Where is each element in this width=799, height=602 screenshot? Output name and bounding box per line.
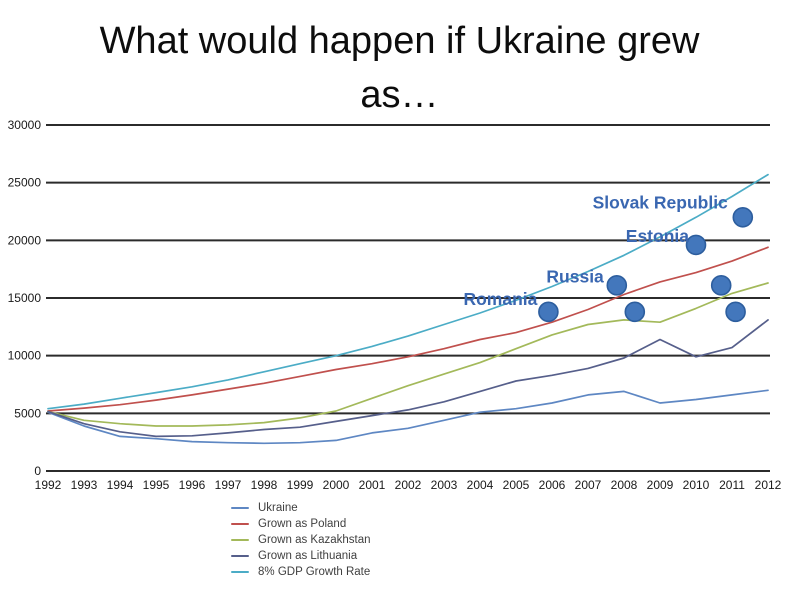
x-tick-label: 1998 bbox=[251, 478, 278, 492]
series-line-8-gdp-growth-rate bbox=[47, 173, 769, 410]
y-tick-label: 0 bbox=[34, 464, 41, 478]
scatter-label: Estonia bbox=[626, 226, 689, 246]
x-tick-label: 1993 bbox=[71, 478, 98, 492]
x-tick-label: 2008 bbox=[611, 478, 638, 492]
y-tick-label: 25000 bbox=[8, 176, 42, 190]
legend-swatch bbox=[231, 507, 249, 509]
legend-label: 8% GDP Growth Rate bbox=[258, 566, 371, 578]
y-tick-label: 20000 bbox=[8, 233, 42, 247]
x-tick-label: 2006 bbox=[539, 478, 566, 492]
x-tick-label: 2012 bbox=[755, 478, 782, 492]
x-tick-label: 2009 bbox=[647, 478, 674, 492]
legend-label: Grown as Poland bbox=[258, 518, 347, 530]
x-tick-label: 1994 bbox=[107, 478, 134, 492]
x-tick-label: 1997 bbox=[215, 478, 242, 492]
y-tick-label: 15000 bbox=[8, 291, 42, 305]
legend-label: Grown as Kazakhstan bbox=[258, 534, 371, 546]
legend-item-grown-as-poland: Grown as Poland bbox=[231, 516, 371, 532]
scatter-point-russia bbox=[606, 275, 628, 296]
y-tick-label: 30000 bbox=[8, 118, 42, 132]
scatter-label: Romania bbox=[463, 289, 537, 309]
legend-swatch bbox=[231, 571, 249, 573]
scatter-point bbox=[710, 275, 732, 296]
chart-title: What would happen if Ukraine grew as… bbox=[99, 20, 700, 116]
x-tick-label: 2003 bbox=[431, 478, 458, 492]
x-tick-label: 2007 bbox=[575, 478, 602, 492]
legend-item-grown-as-kazakhstan: Grown as Kazakhstan bbox=[231, 532, 371, 548]
x-tick-label: 1996 bbox=[179, 478, 206, 492]
legend-swatch bbox=[231, 523, 249, 525]
x-tick-label: 2000 bbox=[323, 478, 350, 492]
scatter-point bbox=[624, 301, 646, 323]
legend-swatch bbox=[231, 539, 249, 541]
scatter-label: Slovak Republic bbox=[593, 192, 728, 212]
legend-item-ukraine: Ukraine bbox=[231, 500, 371, 516]
y-tick-label: 5000 bbox=[14, 406, 41, 420]
series-line-grown-as-poland bbox=[47, 246, 769, 412]
legend-item-grown-as-lithuania: Grown as Lithuania bbox=[231, 548, 371, 564]
x-tick-label: 2004 bbox=[467, 478, 494, 492]
scatter-point-slovak-republic bbox=[732, 206, 754, 228]
x-tick-label: 1992 bbox=[35, 478, 62, 492]
x-tick-label: 1995 bbox=[143, 478, 170, 492]
x-tick-label: 2005 bbox=[503, 478, 530, 492]
x-tick-label: 2011 bbox=[719, 478, 745, 492]
chart-legend: Ukraine Grown as Poland Grown as Kazakhsta… bbox=[231, 500, 371, 580]
x-tick-label: 1999 bbox=[287, 478, 314, 492]
scatter-point bbox=[725, 301, 746, 323]
scatter-point-romania bbox=[538, 301, 559, 323]
series-line-ukraine bbox=[47, 389, 769, 445]
series-line-grown-as-lithuania bbox=[47, 319, 769, 438]
series-line-grown-as-kazakhstan bbox=[47, 282, 769, 427]
y-tick-label: 10000 bbox=[8, 349, 42, 363]
legend-label: Ukraine bbox=[258, 502, 298, 514]
scatter-point-estonia bbox=[685, 234, 707, 256]
scatter-label: Russia bbox=[546, 266, 604, 286]
x-tick-label: 2001 bbox=[359, 478, 386, 492]
legend-item-8-gdp-growth-rate: 8% GDP Growth Rate bbox=[231, 564, 371, 580]
x-tick-label: 2010 bbox=[683, 478, 710, 492]
legend-label: Grown as Lithuania bbox=[258, 550, 358, 562]
legend-swatch bbox=[231, 555, 249, 557]
x-tick-label: 2002 bbox=[395, 478, 422, 492]
